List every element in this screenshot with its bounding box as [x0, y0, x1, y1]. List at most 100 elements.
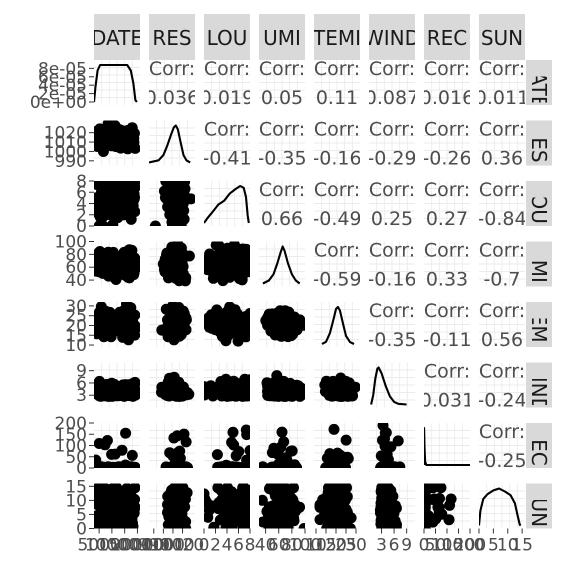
data-point [127, 200, 139, 212]
data-point [334, 449, 346, 461]
data-point [338, 489, 350, 500]
data-point [104, 181, 116, 187]
data-point [244, 445, 250, 456]
data-point [376, 461, 388, 468]
corr-label: Corr: [369, 58, 415, 80]
corr-label: Corr: [479, 300, 525, 322]
corr-cell: Corr: 0.05 [259, 60, 305, 105]
panel-gridlines [369, 302, 415, 347]
scatter-temp-vs-pres [156, 302, 192, 346]
panel-gridlines [369, 60, 415, 105]
x-tick-label: 40 [255, 536, 277, 556]
data-point [116, 444, 128, 456]
x-tick-label: 6 [389, 536, 400, 556]
strip-top-label: TEMI [312, 26, 361, 50]
data-point [298, 523, 305, 529]
data-point [445, 493, 457, 505]
data-point [240, 519, 250, 529]
data-point [211, 449, 223, 461]
data-point [172, 241, 184, 250]
corr-cell: Corr: 0.019 [204, 60, 250, 105]
data-point [128, 188, 140, 200]
panel-gridlines [204, 120, 250, 166]
corr-label: Corr: [314, 119, 360, 141]
panel-gridlines [424, 362, 470, 408]
y-tick-label: 40 [65, 271, 87, 291]
data-point [161, 247, 173, 259]
corr-value: 0.25 [371, 208, 413, 230]
corr-cell: Corr: 0.66 [259, 181, 305, 226]
corr-value: 0.36 [481, 148, 523, 170]
panel-gridlines [479, 120, 525, 166]
data-point [264, 390, 276, 402]
x-tick-label: 1010 [151, 536, 194, 556]
data-point [126, 449, 138, 461]
data-point [94, 247, 104, 259]
y-tick-label: 80 [65, 245, 87, 265]
x-tick-label: 20 [325, 536, 347, 556]
strip-right-bg [526, 60, 552, 105]
strip-top-label: DATE [91, 26, 143, 50]
data-point [228, 491, 240, 503]
corr-cell: Corr: -0.29 [369, 121, 415, 166]
corr-label: Corr: [204, 119, 250, 141]
strip-top-label: SUN [481, 26, 523, 50]
y-tick-label: 1020 [44, 124, 87, 144]
data-point [433, 502, 445, 513]
corr-label: Corr: [479, 240, 525, 262]
corr-label: Corr: [369, 240, 415, 262]
density-line-pres [149, 124, 191, 164]
x-tick-label: 990 [138, 536, 170, 556]
data-point [97, 498, 109, 510]
data-point [158, 185, 170, 197]
corr-cell: Corr: -0.11 [424, 300, 470, 347]
corr-cell: Corr: 0.56 [479, 300, 525, 347]
data-point [320, 375, 332, 387]
strip-top-bg [204, 14, 250, 60]
corr-cell: Corr: 0.031 [424, 363, 470, 408]
strip-right-label: RES [527, 123, 551, 162]
strip-right-label: REC [527, 425, 551, 466]
y-tick-label: 0 [76, 217, 87, 237]
data-point [424, 483, 430, 495]
x-tick-label: 15000 [98, 536, 152, 556]
scatter-temp-vs-humidity [260, 305, 305, 343]
scatter-precip-vs-pres [160, 428, 193, 468]
data-point [113, 321, 125, 333]
scatter-cloud-vs-pres [149, 181, 195, 226]
data-point [222, 521, 234, 529]
x-tick-label: 150 [442, 536, 474, 556]
corr-label: Corr: [424, 300, 470, 322]
strip-top-label: LOU [207, 26, 248, 50]
scatter-temp-vs-cloud [204, 302, 250, 347]
data-point [379, 511, 391, 522]
corr-cell: Corr: 0.27 [424, 181, 470, 226]
data-point [278, 436, 290, 448]
y-tick-label: 150 [55, 425, 87, 445]
data-point [110, 512, 122, 524]
data-point [169, 198, 181, 210]
data-point [95, 259, 107, 271]
x-tick-label: 100 [289, 536, 321, 556]
data-point [94, 309, 106, 321]
x-tick-label: 50 [425, 536, 447, 556]
x-tick-label: 15 [315, 536, 337, 556]
data-point [434, 493, 445, 504]
panel-gridlines [314, 241, 360, 287]
corr-cell: Corr: 0.36 [479, 121, 525, 170]
strip-right-label: WIND [527, 357, 551, 413]
panel-gridlines [314, 120, 360, 166]
strip-top-bg [369, 14, 415, 60]
corr-label: Corr: [314, 58, 360, 80]
data-point [294, 501, 305, 513]
data-point [259, 461, 269, 468]
y-tick-label: 0e+00 [30, 93, 87, 113]
strip-right-label: TEMI [527, 299, 551, 348]
panel-gridlines [424, 60, 470, 105]
strip-labels: DATE RES LOU UMI TEMI WIND REC SUNDATERESLOUUMI… [91, 14, 552, 529]
data-point [181, 487, 193, 499]
corr-value: -0.59 [312, 269, 361, 291]
x-tick-label: 8 [245, 536, 256, 556]
strip-right-label: LOU [527, 183, 551, 224]
